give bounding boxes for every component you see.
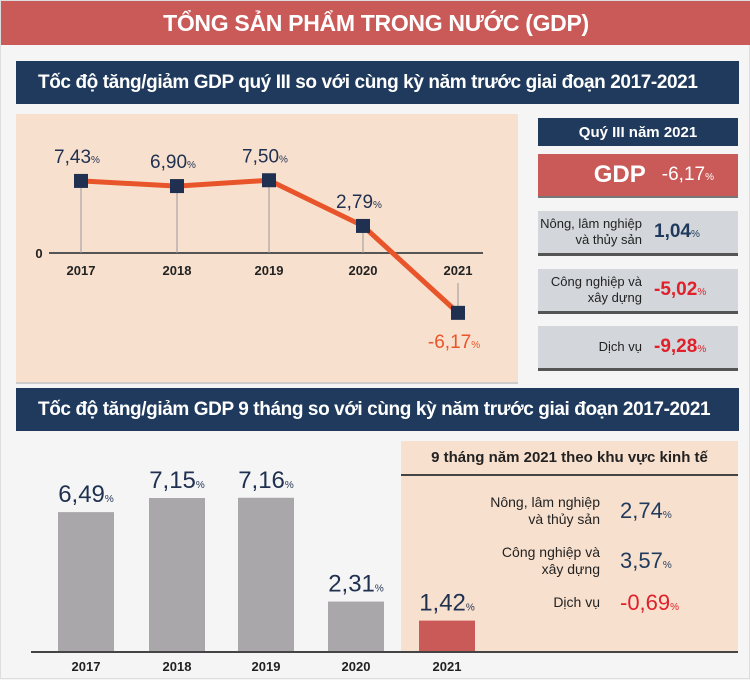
nine-month-sector-item: Nông, lâm nghiệp và thủy sản 2,74% <box>401 491 738 531</box>
sector-heading: 9 tháng năm 2021 theo khu vực kinh tế <box>401 441 738 476</box>
sector-label: Dịch vụ <box>598 338 642 354</box>
nine-month-sector-item: Công nghiệp và xây dựng 3,57% <box>401 541 738 581</box>
q3-sector-item: Dịch vụ -9,28% <box>538 326 738 371</box>
sector-label: Nông, lâm nghiệp và thủy sản <box>540 215 642 247</box>
sector-label: Công nghiệp và xây dựng <box>501 543 600 578</box>
data-point <box>356 218 370 233</box>
data-point <box>170 179 184 194</box>
data-label: 6,90% <box>150 152 196 173</box>
sector-value: 1,04% <box>654 221 700 242</box>
sector-value: -9,28% <box>654 336 707 357</box>
x-tick-label: 2020 <box>349 263 378 278</box>
sector-label: Dịch vụ <box>553 594 600 611</box>
data-point <box>451 305 465 320</box>
gdp-value: -6,17% <box>661 164 714 185</box>
data-label: 7,43% <box>54 147 100 168</box>
x-tick-label: 2017 <box>72 659 101 674</box>
section2-title: Tốc độ tăng/giảm GDP 9 tháng so với cùng… <box>16 388 739 431</box>
sector-value: 3,57% <box>620 548 672 573</box>
bar-label: 6,49% <box>58 481 114 508</box>
nine-month-sector-item: Dịch vụ -0,69% <box>401 583 738 623</box>
bar <box>328 601 384 651</box>
q3-gdp-box: GDP -6,17% <box>538 154 738 198</box>
bar-label: 2,31% <box>328 571 384 598</box>
sector-value: 2,74% <box>620 498 672 523</box>
q3-heading: Quý III năm 2021 <box>538 118 738 146</box>
sector-panel: 9 tháng năm 2021 theo khu vực kinh tế Nô… <box>401 441 738 652</box>
x-tick-label: 2019 <box>252 659 281 674</box>
bar <box>419 620 475 651</box>
sector-value: -0,69% <box>620 590 680 615</box>
page-title: TỔNG SẢN PHẨM TRONG NƯỚC (GDP) <box>1 1 750 45</box>
section1-title: Tốc độ tăng/giảm GDP quý III so với cùng… <box>16 61 739 104</box>
data-label: -6,17% <box>428 332 480 353</box>
data-label: 2,79% <box>336 192 382 213</box>
zero-label: 0 <box>35 246 42 261</box>
line-chart-panel <box>16 114 518 384</box>
gdp-label: GDP <box>593 161 646 188</box>
sector-value: -5,02% <box>654 279 707 300</box>
x-tick-label: 2019 <box>255 263 284 278</box>
x-tick-label: 2017 <box>67 263 96 278</box>
sector-label: Công nghiệp và xây dựng <box>550 273 642 305</box>
x-tick-label: 2021 <box>444 263 473 278</box>
x-tick-label: 2020 <box>342 659 371 674</box>
bar <box>58 512 114 651</box>
q3-sector-item: Công nghiệp và xây dựng -5,02% <box>538 269 738 314</box>
bar <box>149 497 205 651</box>
bar <box>238 497 294 651</box>
x-tick-label: 2018 <box>163 659 192 674</box>
q3-sector-item: Nông, lâm nghiệp và thủy sản 1,04% <box>538 211 738 256</box>
bar-label: 7,16% <box>238 467 294 494</box>
x-tick-label: 2018 <box>163 263 192 278</box>
bar-label: 1,42% <box>419 590 475 617</box>
x-tick-label: 2021 <box>433 659 462 674</box>
sector-label: Nông, lâm nghiệp và thủy sản <box>490 493 600 528</box>
bar-label: 7,15% <box>149 467 205 494</box>
data-point <box>262 173 276 188</box>
data-label: 7,50% <box>242 146 288 167</box>
data-point <box>74 173 88 188</box>
